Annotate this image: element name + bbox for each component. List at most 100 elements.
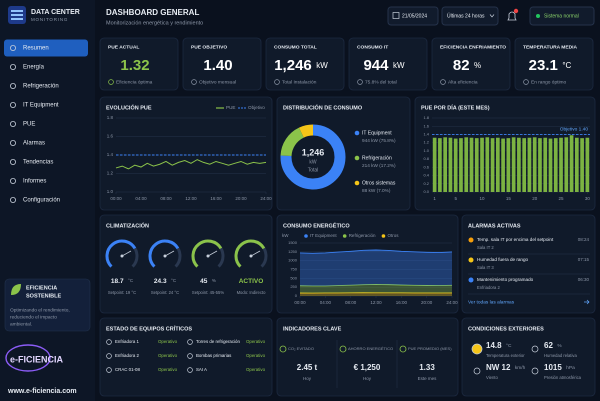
donut-segment [280,124,346,190]
equipment-status: Operativo [246,353,266,358]
bar [553,138,558,192]
nav-item[interactable]: PUE [23,122,35,128]
equipment-status: Operativo [158,367,178,372]
y-tick-label: 250 [290,284,297,289]
weather-value: 62 % [544,337,562,354]
alarm-location: Sala IT 3 [477,265,494,270]
chart-title: PUE POR DÍA (ESTE MES) [421,103,490,111]
x-tick-label: 04:00 [135,196,147,201]
nav-icon [9,139,16,146]
kpi-icon [440,79,446,85]
panel [265,37,345,91]
gauge-fill [191,239,223,268]
x-tick-label: 1 [433,196,436,201]
panel [276,214,459,314]
chart-title: CONSUMO ENERGÉTICO [283,221,350,229]
indicator-label: PUE PROMEDIO (MES) [408,346,452,351]
nav-item[interactable]: Refrigeración [23,84,59,90]
bar [495,137,500,192]
bar [543,137,548,192]
calendar-icon [392,12,400,19]
nav-icon [9,158,16,165]
nav-item[interactable]: Alarmas [23,141,45,147]
y-tick-label: 1500 [288,240,298,245]
bar [480,137,484,192]
nav-active[interactable] [4,39,88,57]
y-axis-label: kW [282,233,289,238]
gauge-setpoint: Setpoint: 24 °C [151,290,179,295]
period-box[interactable] [441,6,499,26]
x-tick-label: 12:00 [370,300,382,305]
kpi-icon [523,79,529,85]
nav-item[interactable]: Resumen [23,46,49,52]
indicator-label: CO₂ EVITADO [288,346,314,351]
bar [574,137,579,192]
y-tick-label: 1.8 [423,115,429,120]
bar [585,137,590,192]
bar [522,138,527,192]
bar [474,138,479,192]
brand-icon-line [11,10,23,12]
legend-dot [342,234,347,238]
kpi-label: PUE OBJETIVO [191,44,227,50]
y-tick-label: 0 [295,293,298,298]
legend-label: Refrigeración [362,155,392,161]
legend-label: Refrigeración [349,233,376,238]
period: Últimas 24 horas [447,12,485,19]
indicator-icon [279,345,287,353]
panel [348,37,428,91]
gauge-fill [105,239,137,268]
gauge-value-part: °C [128,278,134,283]
weather-value: 14.8 °C [486,337,512,354]
x-tick-label: 25 [559,196,565,201]
indicator-icon [339,345,347,353]
equipment-icon [106,339,112,345]
nav-icon [9,64,16,71]
legend-label: Otros sistemas [362,180,396,186]
weather-icon [473,367,481,375]
nav-item[interactable]: Energía [23,65,45,71]
y-tick-label: 1000 [288,258,298,263]
indicator-sub: Este mes [418,376,438,381]
alarms-link[interactable]: Ver todas las alarmas [468,299,515,305]
x-tick-label: 30 [585,196,591,201]
status-dot [536,14,540,18]
weather-value-part: 14.8 [486,341,502,350]
indicator-sub: Hoy [303,376,312,381]
nav-item[interactable]: Tendencias [23,160,53,166]
alarm-title: Mantenimiento programado [477,277,534,282]
weather-value-part: 1015 [544,363,562,372]
kpi-sub: Total Instalación [282,79,317,85]
nav-item[interactable]: IT Equipment [23,103,59,109]
bell-icon[interactable] [507,11,517,21]
x-tick-label: 20 [532,196,538,201]
equipment-name: Enfriadora 1 [115,339,139,344]
x-tick-label: 16:00 [210,196,222,201]
nav-icon [9,102,16,109]
equipment-icon [187,353,193,359]
nav-item[interactable]: Configuración [23,198,60,204]
kpi-icon [108,79,114,85]
indicator-value: 2.45 t [297,363,318,372]
date-box[interactable] [387,6,439,26]
panel [276,317,459,397]
panel [461,317,596,397]
weather-label: Humedad relativa [544,353,577,358]
date: 21/05/2024 [402,13,427,19]
bar [501,138,505,192]
y-tick-label: 1250 [288,249,298,254]
gauge-value-part: 24.3 [154,278,167,285]
legend-label: Otros [387,233,399,238]
value-label: 88 kW (7.0%) [362,188,391,193]
nav-item[interactable]: Informes [23,179,46,185]
panel [182,37,262,91]
kpi-value-part: 1,246 [274,57,312,74]
bar [485,137,490,192]
x-tick-label: 08:00 [160,196,172,201]
bar [490,138,495,192]
x-tick-label: 08:00 [345,300,357,305]
equipment-status: Operativo [158,339,178,344]
equipment-name: Bombas primarias [196,353,232,358]
bar [448,137,453,192]
bar [511,137,516,192]
